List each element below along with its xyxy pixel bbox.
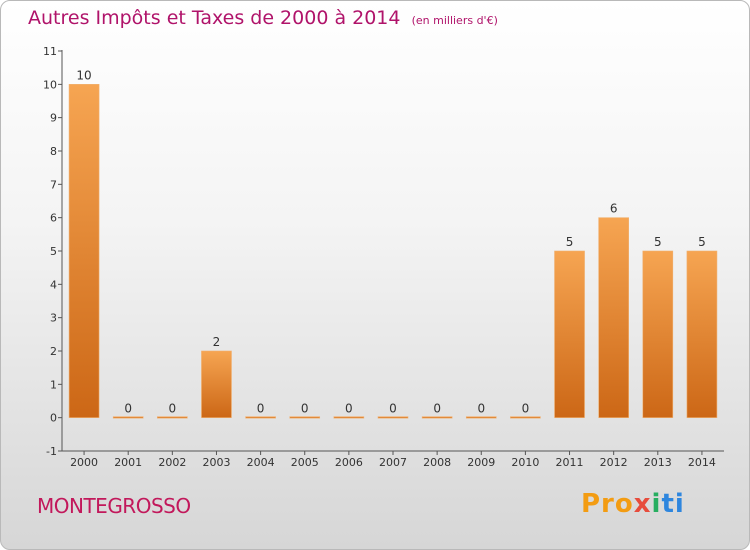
bar	[333, 416, 365, 419]
y-tick-label: 1	[50, 378, 57, 391]
y-tick-label: 9	[50, 112, 57, 125]
x-tick-label: 2008	[423, 456, 451, 469]
bar	[598, 217, 629, 418]
logo-part-1: Pro	[581, 489, 634, 519]
x-tick-label: 2013	[644, 456, 672, 469]
bar-value-label: 0	[169, 402, 177, 416]
y-tick-label: 10	[43, 78, 57, 91]
bars	[68, 84, 718, 419]
bar-value-label: 0	[124, 402, 132, 416]
bar	[421, 416, 453, 419]
bar-value-label: 0	[345, 402, 353, 416]
bar-value-label: 5	[654, 235, 662, 249]
x-tick-label: 2004	[247, 456, 275, 469]
bar	[68, 84, 100, 418]
bar-value-label: 0	[433, 402, 441, 416]
x-tick-label: 2005	[291, 456, 319, 469]
bar	[554, 250, 585, 418]
bar	[377, 416, 409, 419]
y-tick-label: -1	[46, 445, 57, 458]
x-tick-label: 2012	[600, 456, 628, 469]
y-tick-label: 6	[50, 212, 57, 225]
y-tick-label: 0	[50, 412, 57, 425]
bar-value-label: 0	[477, 402, 485, 416]
logo-part-4: ti	[661, 489, 685, 519]
bar-value-label: 0	[522, 402, 530, 416]
bar-value-label: 5	[566, 235, 574, 249]
bar	[201, 350, 232, 418]
chart-unit: (en milliers d'€)	[411, 14, 498, 27]
y-tick-label: 4	[50, 278, 57, 291]
bar	[245, 416, 276, 419]
x-tick-label: 2000	[70, 456, 98, 469]
bar	[510, 416, 541, 419]
bar	[157, 416, 188, 419]
x-tick-label: 2009	[467, 456, 495, 469]
bar	[112, 416, 144, 419]
x-tick-label: 2002	[158, 456, 186, 469]
bar-value-label: 0	[301, 402, 309, 416]
bar-value-label: 5	[698, 235, 706, 249]
bar-value-label: 0	[257, 402, 265, 416]
y-tick-label: 7	[50, 178, 57, 191]
x-tick-label: 2001	[114, 456, 142, 469]
bar-value-label: 6	[610, 202, 618, 216]
y-tick-label: 8	[50, 145, 57, 158]
bar	[465, 416, 497, 419]
bar-value-label: 2	[213, 335, 221, 349]
bar-value-label: 10	[76, 68, 91, 82]
logo-part-2: x	[633, 489, 652, 519]
x-tick-label: 2011	[556, 456, 584, 469]
y-tick-label: 2	[50, 345, 57, 358]
y-tick-label: 5	[50, 245, 57, 258]
y-tick-label: 3	[50, 312, 57, 325]
logo-part-3: i	[651, 489, 662, 519]
x-tick-label: 2010	[511, 456, 539, 469]
y-tick-label: 11	[43, 45, 57, 58]
x-tick-label: 2003	[202, 456, 230, 469]
data-labels: 10 0 0 2 0 0 0 0 0 0 0 5 6 5 5	[76, 68, 705, 415]
chart-title-wrap: Autres Impôts et Taxes de 2000 à 2014 (e…	[28, 7, 498, 29]
proxiti-logo: Proxiti	[581, 489, 685, 519]
x-tick-label: 2014	[688, 456, 716, 469]
x-tick-label: 2006	[335, 456, 363, 469]
bar-value-label: 0	[389, 402, 397, 416]
bar	[686, 250, 718, 418]
commune-name: MONTEGROSSO	[37, 494, 191, 518]
bar	[289, 416, 321, 419]
chart-title: Autres Impôts et Taxes de 2000 à 2014	[28, 7, 401, 29]
x-tick-label: 2007	[379, 456, 407, 469]
bar	[642, 250, 674, 418]
